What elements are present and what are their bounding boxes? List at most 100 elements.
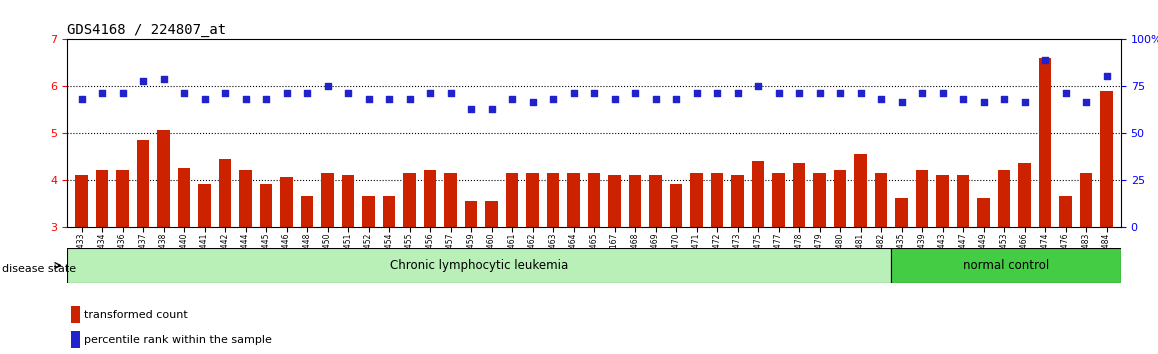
Point bbox=[134, 78, 153, 84]
Bar bbox=[506, 173, 518, 227]
Bar bbox=[383, 196, 395, 227]
Bar bbox=[711, 173, 724, 227]
Bar bbox=[793, 163, 805, 227]
Bar bbox=[588, 173, 600, 227]
Bar bbox=[608, 175, 621, 227]
Bar bbox=[71, 331, 80, 348]
Point bbox=[215, 90, 234, 96]
Point bbox=[401, 96, 419, 102]
Bar bbox=[567, 173, 580, 227]
Bar bbox=[445, 173, 456, 227]
Point bbox=[154, 76, 173, 82]
Bar bbox=[855, 154, 866, 227]
Point bbox=[523, 99, 542, 105]
Bar bbox=[690, 173, 703, 227]
Bar bbox=[1100, 91, 1113, 227]
Bar bbox=[67, 248, 892, 283]
Point bbox=[1035, 57, 1054, 63]
Bar bbox=[198, 184, 211, 227]
Bar bbox=[75, 175, 88, 227]
Point bbox=[606, 96, 624, 102]
Point bbox=[298, 90, 316, 96]
Bar bbox=[937, 175, 948, 227]
Bar bbox=[362, 196, 375, 227]
Bar bbox=[998, 170, 1010, 227]
Point bbox=[359, 96, 378, 102]
Point bbox=[667, 96, 686, 102]
Bar bbox=[485, 201, 498, 227]
Point bbox=[913, 90, 931, 96]
Point bbox=[811, 90, 829, 96]
Bar bbox=[547, 173, 559, 227]
Point bbox=[585, 90, 603, 96]
Point bbox=[93, 90, 111, 96]
Point bbox=[277, 90, 295, 96]
Point bbox=[728, 90, 747, 96]
Bar bbox=[301, 196, 313, 227]
Bar bbox=[650, 175, 661, 227]
Text: normal control: normal control bbox=[963, 259, 1049, 272]
Text: percentile rank within the sample: percentile rank within the sample bbox=[83, 335, 272, 344]
Point bbox=[1016, 99, 1034, 105]
Text: disease state: disease state bbox=[2, 264, 76, 274]
Bar bbox=[875, 173, 887, 227]
Bar bbox=[116, 170, 129, 227]
Bar bbox=[137, 140, 149, 227]
Point bbox=[318, 83, 337, 89]
Point bbox=[236, 96, 255, 102]
Point bbox=[830, 90, 849, 96]
Point bbox=[544, 96, 563, 102]
Bar bbox=[464, 201, 477, 227]
Point bbox=[1056, 90, 1075, 96]
Point bbox=[339, 90, 358, 96]
Bar bbox=[895, 198, 908, 227]
Point bbox=[974, 99, 992, 105]
Bar bbox=[1060, 196, 1072, 227]
Bar bbox=[342, 175, 354, 227]
Point bbox=[113, 90, 132, 96]
Bar bbox=[280, 177, 293, 227]
Bar bbox=[240, 170, 251, 227]
Bar bbox=[1039, 58, 1051, 227]
Point bbox=[257, 96, 276, 102]
Point bbox=[769, 90, 787, 96]
Bar bbox=[96, 170, 108, 227]
Point bbox=[196, 96, 214, 102]
Point bbox=[708, 90, 726, 96]
Point bbox=[688, 90, 706, 96]
Bar bbox=[157, 130, 170, 227]
Bar bbox=[670, 184, 682, 227]
Point bbox=[462, 107, 481, 112]
Bar bbox=[219, 159, 232, 227]
Text: Chronic lymphocytic leukemia: Chronic lymphocytic leukemia bbox=[390, 259, 569, 272]
Point bbox=[646, 96, 665, 102]
Bar bbox=[1080, 173, 1092, 227]
Point bbox=[954, 96, 973, 102]
Point bbox=[625, 90, 644, 96]
Bar bbox=[629, 175, 642, 227]
Point bbox=[420, 90, 439, 96]
Point bbox=[380, 96, 398, 102]
Bar bbox=[892, 248, 1121, 283]
Point bbox=[1077, 99, 1095, 105]
Bar bbox=[732, 175, 743, 227]
Bar bbox=[71, 306, 80, 323]
Bar bbox=[916, 170, 929, 227]
Bar bbox=[752, 161, 764, 227]
Point bbox=[72, 96, 90, 102]
Point bbox=[749, 83, 768, 89]
Text: transformed count: transformed count bbox=[83, 310, 188, 320]
Bar bbox=[813, 173, 826, 227]
Point bbox=[564, 90, 582, 96]
Point bbox=[790, 90, 808, 96]
Point bbox=[441, 90, 460, 96]
Point bbox=[893, 99, 911, 105]
Point bbox=[995, 96, 1013, 102]
Bar bbox=[834, 170, 846, 227]
Point bbox=[1098, 73, 1116, 78]
Point bbox=[482, 107, 500, 112]
Bar bbox=[403, 173, 416, 227]
Bar bbox=[259, 184, 272, 227]
Text: GDS4168 / 224807_at: GDS4168 / 224807_at bbox=[67, 23, 226, 36]
Point bbox=[872, 96, 891, 102]
